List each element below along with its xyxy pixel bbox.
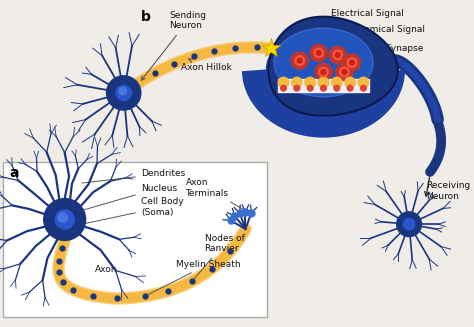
Circle shape xyxy=(314,48,323,58)
Circle shape xyxy=(295,56,304,65)
Text: Nucleus: Nucleus xyxy=(73,183,177,213)
Circle shape xyxy=(397,212,421,237)
Text: Synapse: Synapse xyxy=(385,44,424,59)
Circle shape xyxy=(345,77,356,88)
Polygon shape xyxy=(268,17,398,116)
Text: Myelin Sheath: Myelin Sheath xyxy=(147,260,241,295)
Circle shape xyxy=(334,85,340,91)
Circle shape xyxy=(321,70,326,75)
Circle shape xyxy=(305,77,315,88)
Circle shape xyxy=(116,85,131,101)
Circle shape xyxy=(58,213,68,222)
Circle shape xyxy=(347,58,357,67)
Circle shape xyxy=(297,58,302,63)
Text: Cell Body
(Soma): Cell Body (Soma) xyxy=(84,198,183,224)
Circle shape xyxy=(331,77,342,88)
Circle shape xyxy=(316,51,321,55)
Circle shape xyxy=(291,52,308,69)
Circle shape xyxy=(281,85,286,91)
Text: Axon Hillok: Axon Hillok xyxy=(181,59,231,72)
Text: Nodes of
Ranvier: Nodes of Ranvier xyxy=(194,233,245,279)
Circle shape xyxy=(358,77,369,88)
Circle shape xyxy=(107,76,141,110)
Circle shape xyxy=(315,63,332,80)
Text: Electrical Signal: Electrical Signal xyxy=(275,9,404,45)
Circle shape xyxy=(336,63,353,80)
Circle shape xyxy=(329,46,346,63)
Text: Axon
Terminals: Axon Terminals xyxy=(185,179,245,211)
Circle shape xyxy=(333,50,343,60)
Circle shape xyxy=(318,77,328,88)
Circle shape xyxy=(310,44,327,61)
Circle shape xyxy=(292,77,302,88)
FancyBboxPatch shape xyxy=(3,163,267,317)
Circle shape xyxy=(319,67,328,77)
Circle shape xyxy=(347,85,353,91)
Circle shape xyxy=(340,67,349,77)
Circle shape xyxy=(278,77,289,88)
Text: a: a xyxy=(9,166,19,180)
Text: Receiving
Neuron: Receiving Neuron xyxy=(426,181,471,201)
Circle shape xyxy=(342,70,347,75)
Circle shape xyxy=(336,53,340,57)
Circle shape xyxy=(350,60,355,65)
Text: b: b xyxy=(141,10,151,24)
Polygon shape xyxy=(274,28,373,97)
Circle shape xyxy=(403,218,415,230)
Circle shape xyxy=(44,198,86,240)
Circle shape xyxy=(344,54,361,71)
Circle shape xyxy=(294,85,300,91)
Circle shape xyxy=(320,85,326,91)
Circle shape xyxy=(119,87,127,95)
Text: Chemical Signal: Chemical Signal xyxy=(336,25,425,61)
Polygon shape xyxy=(242,28,405,138)
Text: Sending
Neuron: Sending Neuron xyxy=(141,11,206,80)
Circle shape xyxy=(307,85,313,91)
Text: Dendrites: Dendrites xyxy=(82,169,185,183)
Circle shape xyxy=(55,210,74,229)
Circle shape xyxy=(361,85,366,91)
Text: Axon: Axon xyxy=(95,266,118,274)
